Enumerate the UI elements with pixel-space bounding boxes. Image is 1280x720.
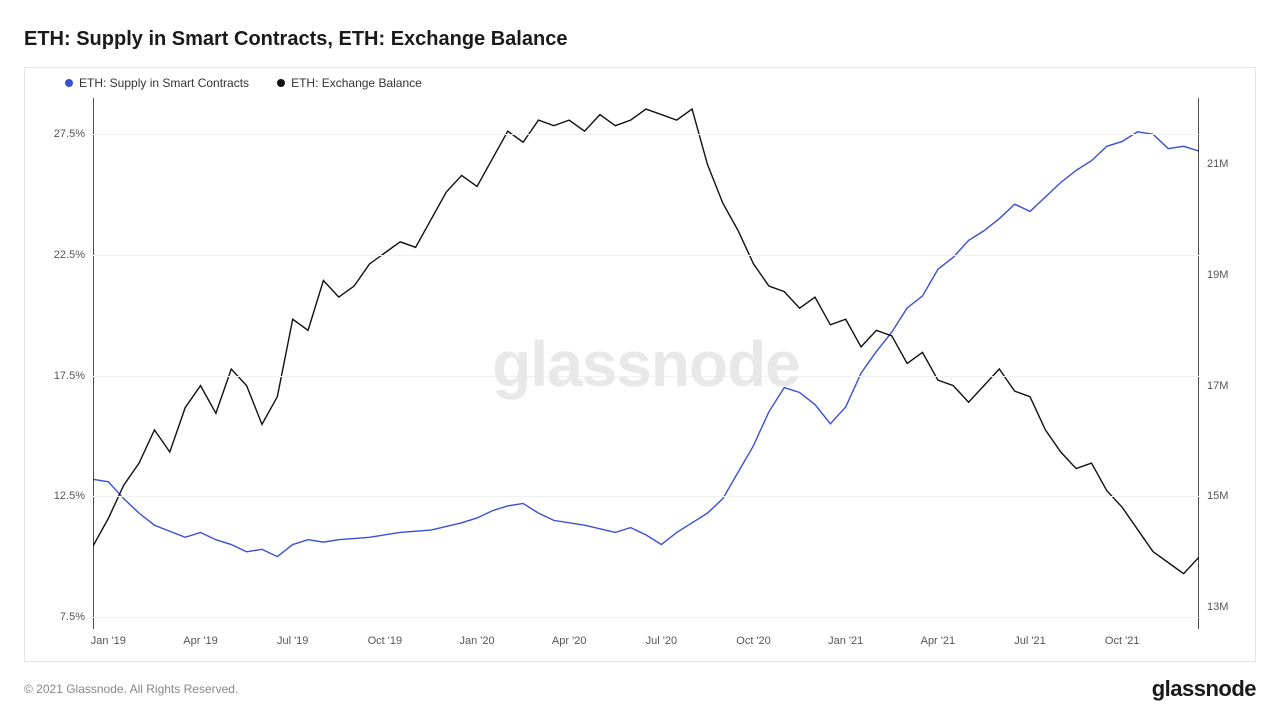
legend-item-supply: ETH: Supply in Smart Contracts xyxy=(65,76,249,90)
x-tick: Jul '21 xyxy=(1014,635,1045,647)
series-exchange_balance xyxy=(93,109,1199,574)
x-tick: Apr '19 xyxy=(183,635,218,647)
x-tick: Oct '19 xyxy=(368,635,403,647)
x-tick: Apr '21 xyxy=(921,635,956,647)
y-left-tick: 12.5% xyxy=(33,490,85,502)
x-tick: Jul '20 xyxy=(646,635,677,647)
x-tick: Apr '20 xyxy=(552,635,587,647)
copyright-text: © 2021 Glassnode. All Rights Reserved. xyxy=(24,682,238,696)
x-tick: Oct '21 xyxy=(1105,635,1140,647)
y-right-tick: 19M xyxy=(1207,269,1247,281)
brand-logo: glassnode xyxy=(1152,676,1256,702)
y-right-tick: 17M xyxy=(1207,380,1247,392)
y-right-tick: 13M xyxy=(1207,601,1247,613)
legend-dot-icon xyxy=(65,79,73,87)
x-tick: Jan '20 xyxy=(459,635,494,647)
y-right-tick: 21M xyxy=(1207,158,1247,170)
x-tick: Oct '20 xyxy=(736,635,771,647)
plot-area: glassnode xyxy=(93,98,1199,629)
legend-label: ETH: Exchange Balance xyxy=(291,76,422,90)
chart-title: ETH: Supply in Smart Contracts, ETH: Exc… xyxy=(24,28,1256,51)
y-axis-left: 7.5% 12.5% 17.5% 22.5% 27.5% xyxy=(33,98,85,629)
y-axis-right: 13M 15M 17M 19M 21M xyxy=(1207,98,1247,629)
y-left-tick: 7.5% xyxy=(33,611,85,623)
line-chart-svg xyxy=(93,98,1199,629)
x-tick: Jan '19 xyxy=(91,635,126,647)
footer: © 2021 Glassnode. All Rights Reserved. g… xyxy=(24,676,1256,702)
y-right-tick: 15M xyxy=(1207,490,1247,502)
legend-item-exchange: ETH: Exchange Balance xyxy=(277,76,422,90)
x-tick: Jul '19 xyxy=(277,635,308,647)
x-tick: Jan '21 xyxy=(828,635,863,647)
legend-label: ETH: Supply in Smart Contracts xyxy=(79,76,249,90)
x-axis: Jan '19 Apr '19 Jul '19 Oct '19 Jan '20 Apr '… xyxy=(93,635,1199,653)
legend: ETH: Supply in Smart Contracts ETH: Exch… xyxy=(65,76,422,90)
y-left-tick: 22.5% xyxy=(33,249,85,261)
y-left-tick: 27.5% xyxy=(33,128,85,140)
series-supply_in_smart_contracts xyxy=(93,132,1199,557)
chart-frame: ETH: Supply in Smart Contracts ETH: Exch… xyxy=(24,67,1256,662)
y-left-tick: 17.5% xyxy=(33,370,85,382)
legend-dot-icon xyxy=(277,79,285,87)
chart-container: ETH: Supply in Smart Contracts, ETH: Exc… xyxy=(0,0,1280,720)
